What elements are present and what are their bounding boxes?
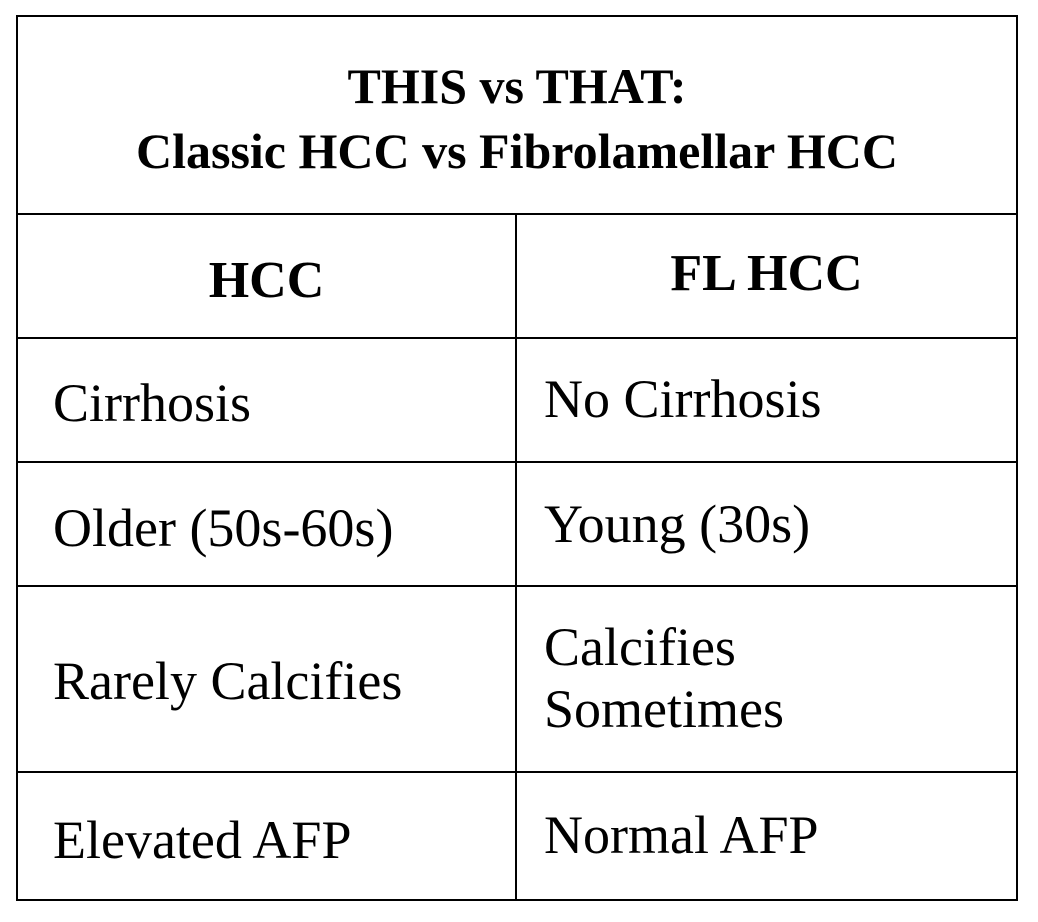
table-cell: Elevated AFP xyxy=(53,810,352,870)
table-cell: No Cirrhosis xyxy=(544,369,822,429)
table-row: Elevated AFP Normal AFP xyxy=(18,773,1016,901)
table-cell: Older (50s-60s) xyxy=(53,498,394,558)
table-cell-line: Calcifies xyxy=(544,617,736,677)
table-title: THIS vs THAT: Classic HCC vs Fibrolamell… xyxy=(18,17,1016,215)
table-cell: Cirrhosis xyxy=(53,373,252,433)
comparison-table: THIS vs THAT: Classic HCC vs Fibrolamell… xyxy=(16,15,1018,901)
column-divider xyxy=(515,215,517,901)
table-title-line-2: Classic HCC vs Fibrolamellar HCC xyxy=(135,123,898,179)
table-title-line-1: THIS vs THAT: xyxy=(347,58,687,114)
column-header-fl-hcc: FL HCC xyxy=(670,245,863,302)
table-cell: Rarely Calcifies xyxy=(53,651,403,711)
table-cell: Young (30s) xyxy=(544,494,811,554)
header-row: HCC FL HCC xyxy=(18,215,1016,339)
table-cell-line: Sometimes xyxy=(544,679,784,739)
table-row: Older (50s-60s) Young (30s) xyxy=(18,463,1016,587)
table-cell: Calcifies Sometimes xyxy=(517,587,1016,771)
column-header-hcc: HCC xyxy=(208,252,325,309)
table-row: Rarely Calcifies Calcifies Sometimes xyxy=(18,587,1016,773)
table-cell: Normal AFP xyxy=(544,805,819,865)
table-row: Cirrhosis No Cirrhosis xyxy=(18,339,1016,463)
